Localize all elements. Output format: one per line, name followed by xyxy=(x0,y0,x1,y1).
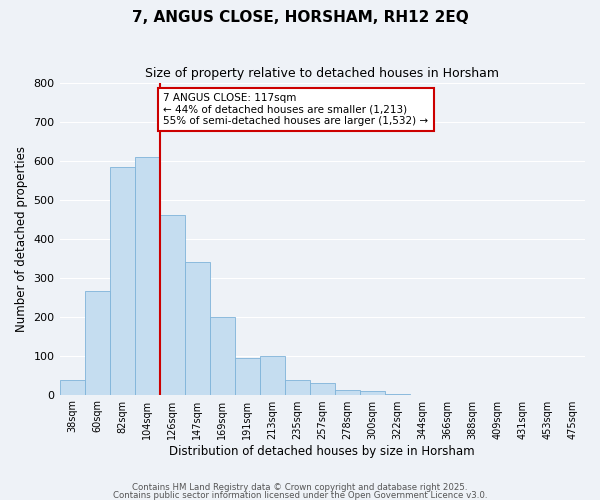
Bar xyxy=(360,390,385,394)
Text: Contains HM Land Registry data © Crown copyright and database right 2025.: Contains HM Land Registry data © Crown c… xyxy=(132,484,468,492)
Y-axis label: Number of detached properties: Number of detached properties xyxy=(15,146,28,332)
X-axis label: Distribution of detached houses by size in Horsham: Distribution of detached houses by size … xyxy=(169,444,475,458)
Bar xyxy=(235,358,260,394)
Bar xyxy=(134,157,160,394)
Text: Contains public sector information licensed under the Open Government Licence v3: Contains public sector information licen… xyxy=(113,490,487,500)
Bar xyxy=(260,356,285,395)
Bar xyxy=(59,380,85,394)
Bar xyxy=(85,292,110,395)
Bar xyxy=(110,167,134,394)
Bar xyxy=(310,383,335,394)
Bar xyxy=(209,316,235,394)
Text: 7, ANGUS CLOSE, HORSHAM, RH12 2EQ: 7, ANGUS CLOSE, HORSHAM, RH12 2EQ xyxy=(131,10,469,25)
Bar xyxy=(160,216,185,394)
Title: Size of property relative to detached houses in Horsham: Size of property relative to detached ho… xyxy=(145,68,499,80)
Bar xyxy=(335,390,360,394)
Text: 7 ANGUS CLOSE: 117sqm
← 44% of detached houses are smaller (1,213)
55% of semi-d: 7 ANGUS CLOSE: 117sqm ← 44% of detached … xyxy=(163,93,428,126)
Bar xyxy=(185,262,209,394)
Bar xyxy=(285,380,310,394)
